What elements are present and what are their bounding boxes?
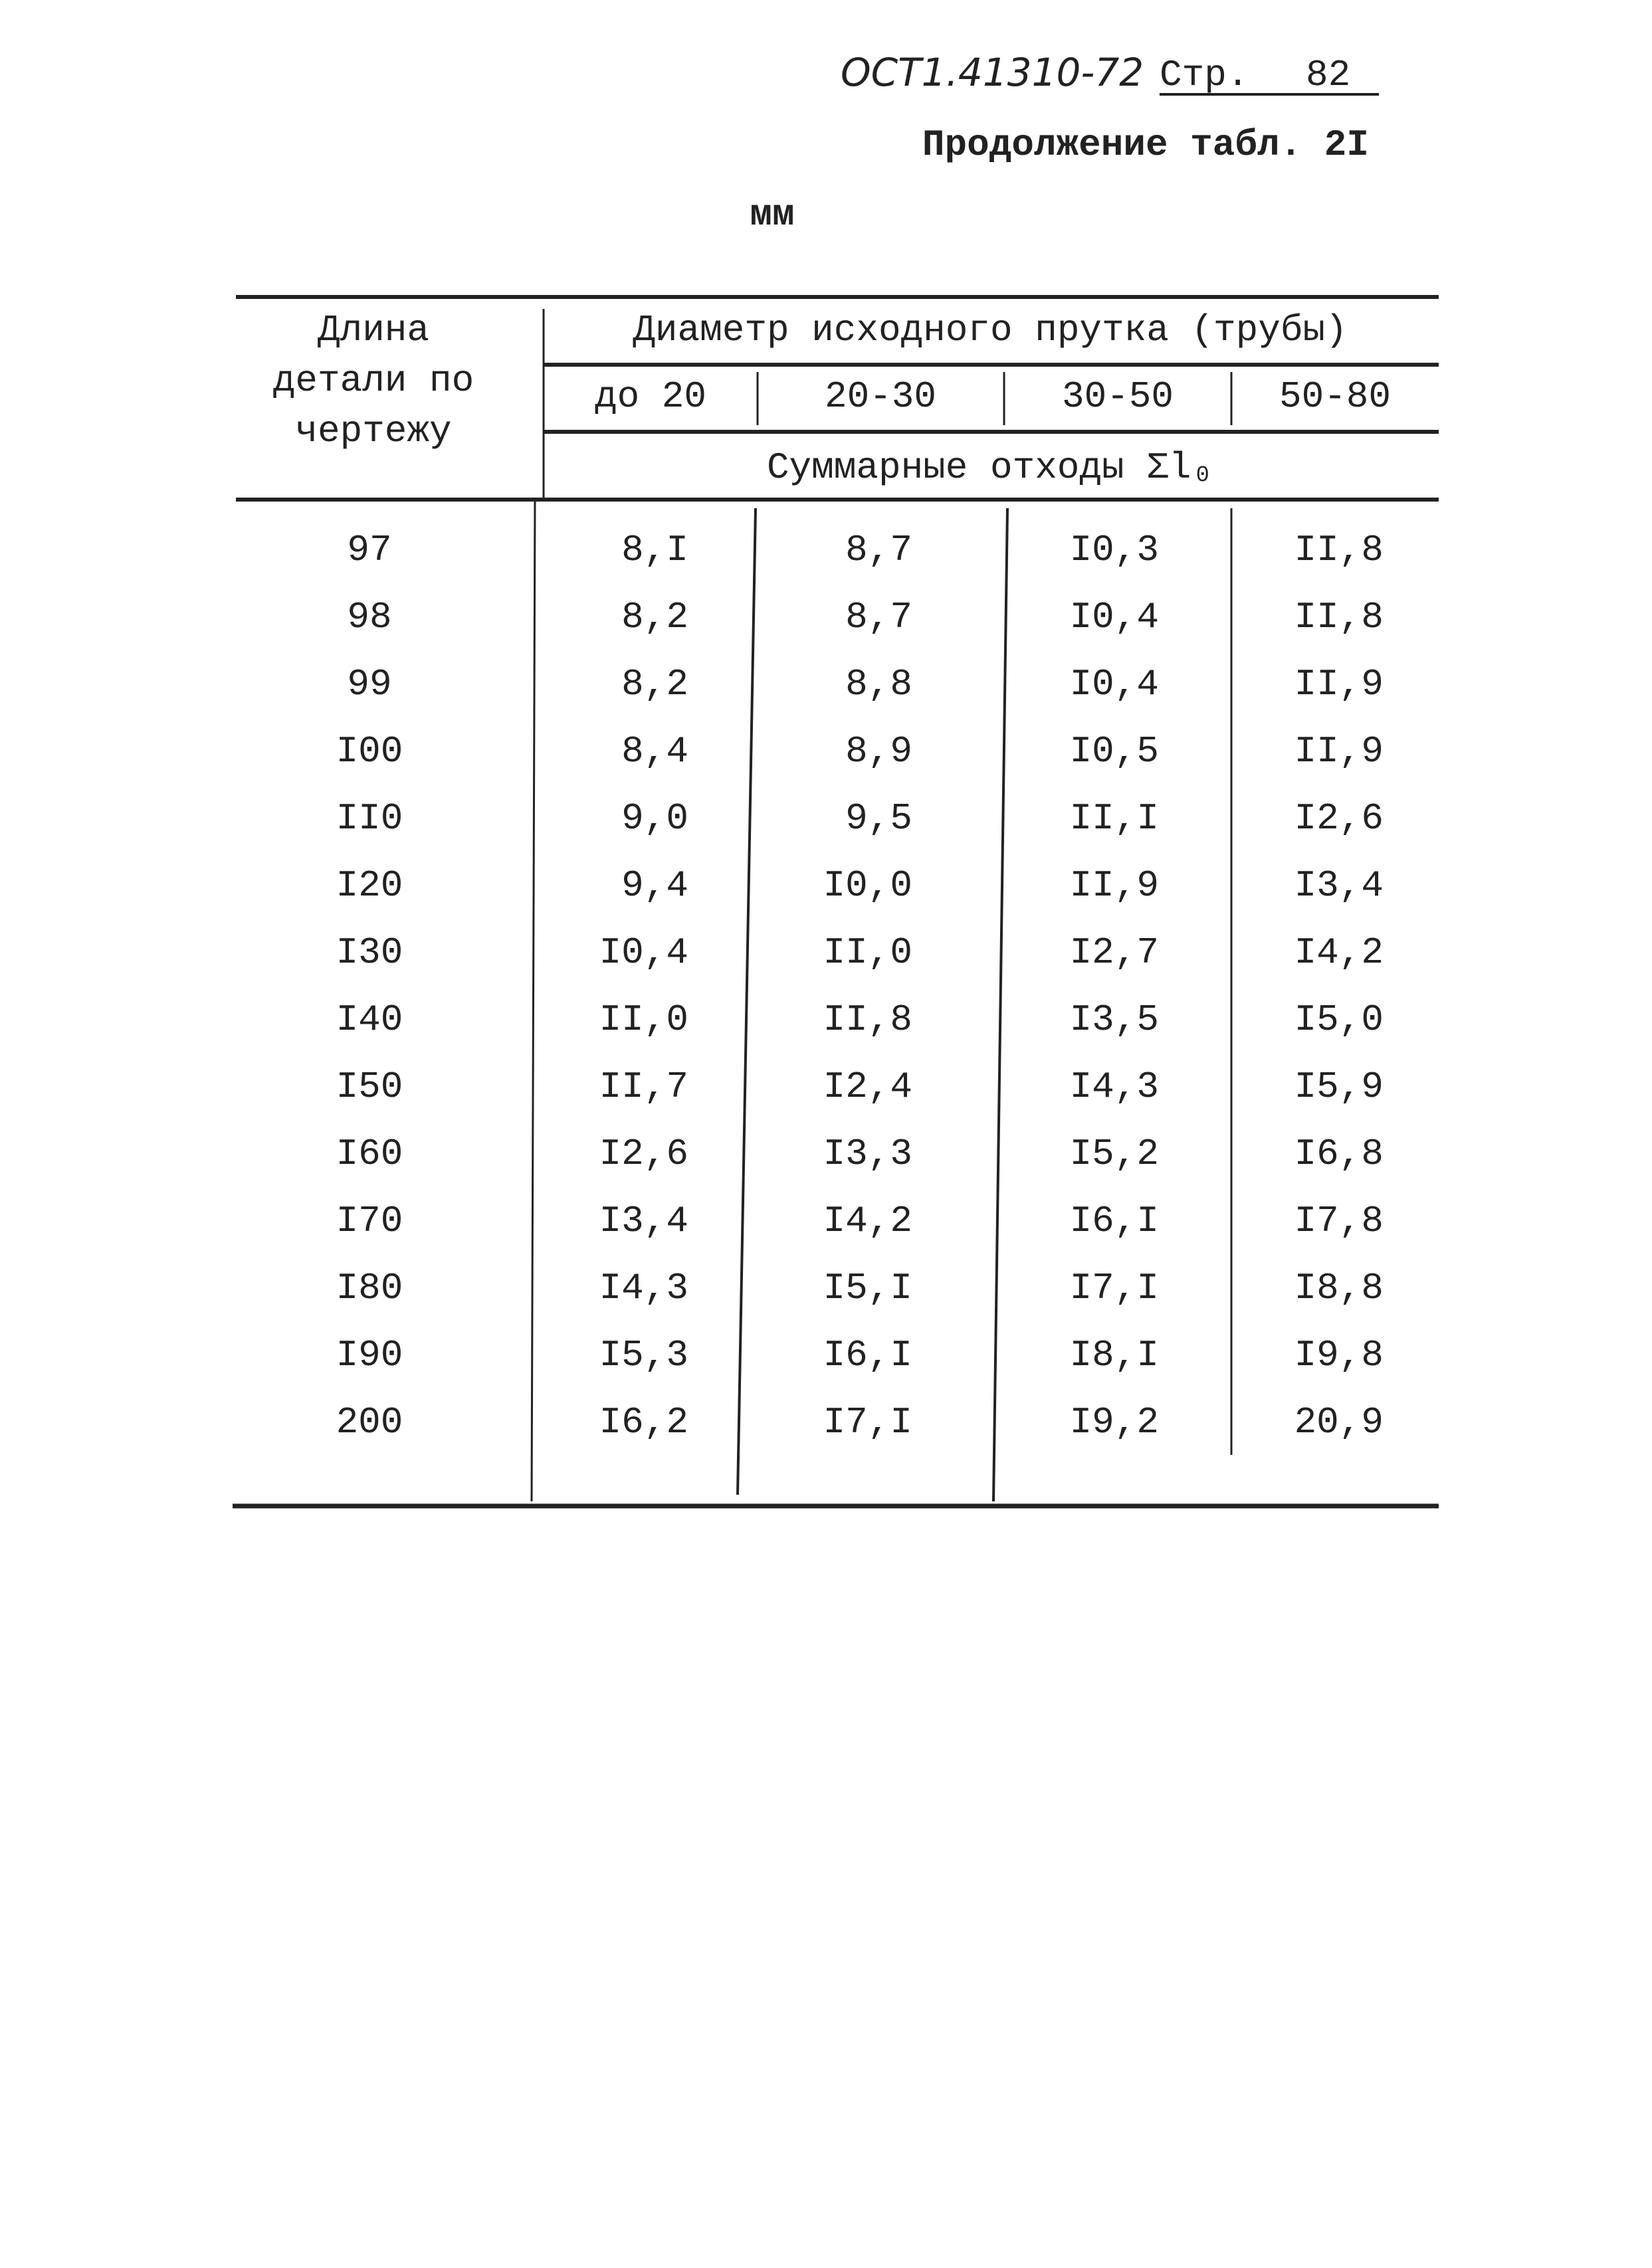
cell-value: 8,7 [845,529,912,571]
cell-value: I5,9 [1294,1066,1384,1108]
cell-value: 8,2 [621,596,688,638]
row-label: I40 [336,998,403,1041]
cell-value: II,7 [599,1066,688,1108]
cell-value: I7,8 [1294,1200,1384,1242]
cell-value: 20,9 [1294,1401,1384,1444]
cell-value: I2,6 [599,1133,688,1175]
row-label: I70 [336,1200,403,1242]
cell-value: I6,8 [1294,1133,1384,1175]
cell-value: 9,0 [621,797,688,840]
cell-value: 8,9 [845,730,912,773]
group-header: Диаметр исходного прутка (трубы) [633,309,1347,351]
rules [233,295,1439,1509]
cell-value: I0,5 [1070,730,1159,773]
cell-value: I0,0 [823,864,912,907]
row-label: I00 [336,730,403,773]
cell-value: I0,3 [1070,529,1159,571]
cell-value: I4,2 [1294,931,1384,974]
cell-value: II,8 [1294,529,1384,571]
cell-value: I7,I [823,1401,912,1444]
page-label: Стр. [1160,54,1249,96]
cell-value: I6,I [1070,1200,1159,1242]
cell-value: I6,I [823,1334,912,1376]
cell-value: II,I [1070,797,1159,840]
cell-value: I4,3 [1070,1066,1159,1108]
cell-value: 8,7 [845,596,912,638]
cell-value: 8,2 [621,663,688,706]
cell-value: II,9 [1070,864,1159,907]
cell-value: I4,2 [823,1200,912,1242]
cell-value: I0,4 [599,931,688,974]
row-label: 98 [347,596,391,638]
cell-value: II,9 [1294,663,1384,706]
cell-value: I9,8 [1294,1334,1384,1376]
column-header: 20-30 [825,375,936,418]
cell-value: I3,3 [823,1133,912,1175]
row-header-label: детали по [273,359,474,402]
units: мм [750,193,794,236]
row-label: II0 [336,797,403,840]
row-label: 99 [347,663,391,706]
column-header: до 20 [595,375,706,418]
row-header-label: чертежу [295,410,451,452]
cell-value: I8,I [1070,1334,1159,1376]
row-label: I90 [336,1334,403,1376]
row-label: I80 [336,1267,403,1309]
row-label: 97 [347,529,391,571]
cell-value: 8,I [621,529,688,571]
cell-value: I2,6 [1294,797,1384,840]
column-header: 30-50 [1062,375,1174,418]
row-header-label: Длина [318,309,429,351]
cell-value: 9,5 [845,797,912,840]
cell-value: 8,4 [621,730,688,773]
cell-value: 8,8 [845,663,912,706]
cell-value: II,9 [1294,730,1384,773]
row-label: I30 [336,931,403,974]
cell-value: I2,4 [823,1066,912,1108]
cell-value: I2,7 [1070,931,1159,974]
row-label: 200 [336,1401,403,1444]
cell-value: I8,8 [1294,1267,1384,1309]
cell-value: II,0 [823,931,912,974]
cell-value: I9,2 [1070,1401,1159,1444]
row-label: I60 [336,1133,403,1175]
cell-value: I4,3 [599,1267,688,1309]
row-label: I20 [336,864,403,907]
cell-value: I5,I [823,1267,912,1309]
doc-code: ОСТ1.41310-72 [841,50,1144,95]
cell-value: I5,2 [1070,1133,1159,1175]
page-number: 82 [1306,54,1350,96]
cell-value: I0,4 [1070,596,1159,638]
cell-value: I7,I [1070,1267,1159,1309]
row-label: I50 [336,1066,403,1108]
cell-value: I0,4 [1070,663,1159,706]
cell-value: I5,0 [1294,998,1384,1041]
cell-value: I3,4 [1294,864,1384,907]
column-header: 50-80 [1279,375,1391,418]
cell-value: II,8 [823,998,912,1041]
cell-value: I3,5 [1070,998,1159,1041]
continuation: Продолжение табл. 2I [922,124,1369,166]
cell-value: 9,4 [621,864,688,907]
cell-value: I3,4 [599,1200,688,1242]
subheader: Суммарные отходы Σl₀ [767,446,1213,489]
cell-value: II,8 [1294,596,1384,638]
cell-value: I6,2 [599,1401,688,1444]
cell-value: II,0 [599,998,688,1041]
cell-value: I5,3 [599,1334,688,1376]
